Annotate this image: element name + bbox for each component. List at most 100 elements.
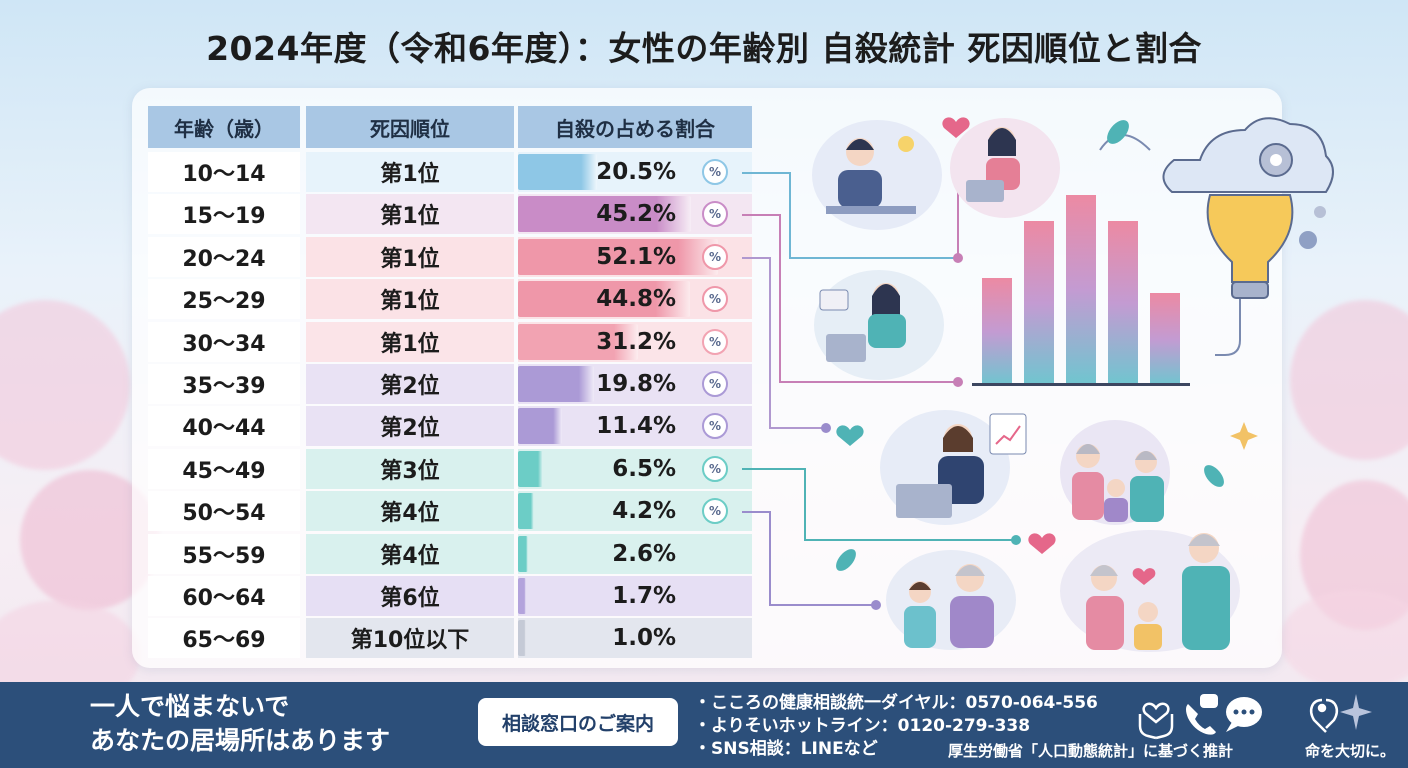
table-row: 65〜69 第10位以下 1.0% — [148, 618, 752, 659]
rank-cell: 第2位 — [306, 364, 514, 404]
rank-cell: 第1位 — [306, 321, 514, 362]
percent-icon: % — [702, 201, 728, 228]
rank-cell: 第1位 — [306, 236, 514, 277]
table-row: 15〜19 第1位 45.2%% — [148, 194, 752, 235]
age-cell: 15〜19 — [148, 194, 300, 235]
ratio-bar — [518, 535, 528, 572]
ratio-label: 6.5% — [612, 455, 676, 482]
ratio-label: 2.6% — [612, 540, 676, 567]
age-cell: 60〜64 — [148, 576, 300, 616]
age-cell: 25〜29 — [148, 279, 300, 320]
hands-heart-icon — [1138, 702, 1174, 740]
age-cell: 20〜24 — [148, 236, 300, 277]
header-ratio: 自殺の占める割合 — [518, 106, 752, 148]
illustration-bar — [982, 277, 1012, 386]
rank-cell: 第3位 — [306, 448, 514, 489]
percent-icon: % — [702, 455, 728, 482]
ratio-cell: 20.5%% — [518, 152, 752, 192]
percent-icon: % — [702, 286, 728, 313]
ratio-cell: 19.8%% — [518, 364, 752, 404]
illustration-bar — [1066, 195, 1096, 386]
percent-icon: % — [702, 413, 728, 440]
age-cell: 30〜34 — [148, 321, 300, 362]
ratio-label: 20.5% — [596, 159, 676, 185]
age-cell: 65〜69 — [148, 618, 300, 659]
ratio-cell: 6.5%% — [518, 448, 752, 489]
rank-cell: 第4位 — [306, 491, 514, 532]
table-row: 25〜29 第1位 44.8%% — [148, 279, 752, 320]
percent-icon: % — [702, 328, 728, 355]
ratio-bar — [518, 196, 692, 233]
rank-cell: 第6位 — [306, 576, 514, 616]
ratio-label: 1.7% — [612, 583, 676, 609]
age-cell: 35〜39 — [148, 364, 300, 404]
header-age: 年齢（歳） — [148, 106, 300, 148]
illustration-bar — [1150, 293, 1180, 386]
table-row: 60〜64 第6位 1.7% — [148, 576, 752, 616]
chat-bubble-icon — [1226, 697, 1262, 732]
ratio-cell: 4.2%% — [518, 491, 752, 532]
rank-cell: 第10位以下 — [306, 618, 514, 659]
rank-cell: 第1位 — [306, 279, 514, 320]
ratio-bar — [518, 323, 638, 360]
age-cell: 50〜54 — [148, 491, 300, 532]
footer-slogan: 一人で悩まないで あなたの居場所はあります — [90, 690, 390, 758]
illustration-bar-chart — [972, 180, 1190, 386]
ratio-label: 44.8% — [596, 286, 676, 313]
page-title: 2024年度（令和6年度）：女性の年齢別 自殺統計 死因順位と割合 — [206, 29, 1202, 68]
rank-cell: 第4位 — [306, 533, 514, 574]
ratio-cell: 52.1%% — [518, 236, 752, 277]
ratio-cell: 45.2%% — [518, 194, 752, 235]
ratio-label: 19.8% — [596, 371, 676, 397]
ratio-cell: 1.7% — [518, 576, 752, 616]
ratio-cell: 31.2%% — [518, 321, 752, 362]
rank-cell: 第1位 — [306, 194, 514, 235]
footer-band — [0, 682, 1408, 768]
source-note: 厚生労働省「人口動態統計」に基づく推計 — [948, 742, 1234, 760]
table-row: 35〜39 第2位 19.8%% — [148, 364, 752, 404]
ratio-bar — [518, 238, 718, 275]
rank-cell: 第2位 — [306, 406, 514, 447]
slogan-line-2: あなたの居場所はあります — [90, 726, 391, 755]
consultation-button[interactable]: 相談窓口のご案内 — [478, 698, 678, 746]
ratio-bar — [518, 578, 526, 614]
percent-icon: % — [702, 159, 728, 185]
contact-list: ・こころの健康相談統一ダイヤル：0570-064-556 ・よりそいホットライン… — [694, 692, 1098, 761]
ratio-bar — [518, 620, 526, 657]
table-row: 55〜59 第4位 2.6% — [148, 533, 752, 574]
percent-icon: % — [702, 498, 728, 525]
table-row: 50〜54 第4位 4.2%% — [148, 491, 752, 532]
ratio-label: 4.2% — [612, 498, 676, 525]
ratio-cell: 1.0% — [518, 618, 752, 659]
ratio-bar — [518, 281, 690, 318]
ratio-bar — [518, 408, 562, 445]
slogan-line-1: 一人で悩まないで — [90, 692, 290, 721]
percent-icon: % — [702, 243, 728, 270]
phone-chat-icon — [1186, 694, 1218, 735]
contact-item: ・よりそいホットライン：0120-279-338 — [694, 716, 1031, 736]
table-row: 40〜44 第2位 11.4%% — [148, 406, 752, 447]
rank-cell: 第1位 — [306, 152, 514, 192]
age-cell: 10〜14 — [148, 152, 300, 192]
ratio-bar — [518, 154, 597, 190]
illustration-axis — [972, 383, 1190, 386]
ratio-bar — [518, 366, 594, 402]
ratio-label: 45.2% — [596, 201, 676, 228]
table-row: 10〜14 第1位 20.5%% — [148, 152, 752, 192]
ratio-cell: 11.4%% — [518, 406, 752, 447]
ratio-label: 52.1% — [596, 243, 676, 270]
ratio-label: 1.0% — [612, 625, 676, 652]
header-rank: 死因順位 — [306, 106, 514, 148]
ratio-cell: 2.6% — [518, 533, 752, 574]
table-row: 20〜24 第1位 52.1%% — [148, 236, 752, 277]
illustration-bar — [1108, 221, 1138, 386]
contact-item: ・こころの健康相談統一ダイヤル：0570-064-556 — [694, 693, 1098, 713]
age-cell: 45〜49 — [148, 448, 300, 489]
table-row: 30〜34 第1位 31.2%% — [148, 321, 752, 362]
illustration-bar — [1024, 221, 1054, 386]
ratio-bar — [518, 493, 535, 530]
ratio-label: 11.4% — [596, 413, 676, 440]
ratio-bar — [518, 450, 543, 487]
